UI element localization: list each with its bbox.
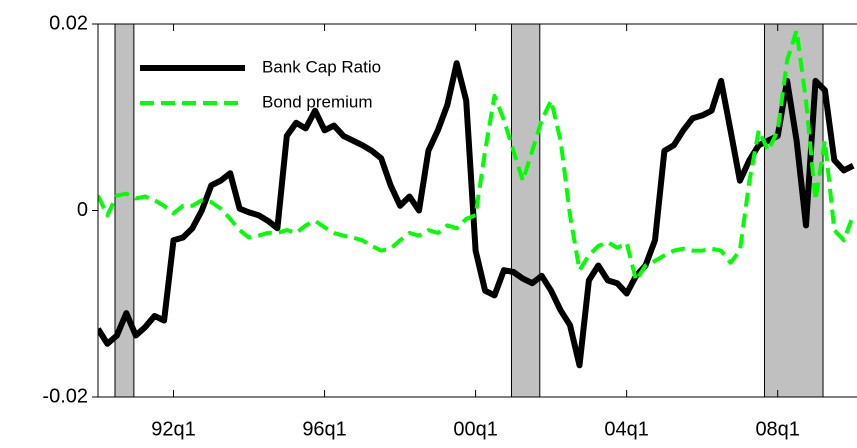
x-tick-label: 96q1 xyxy=(302,418,347,440)
y-tick-label: 0 xyxy=(77,199,88,221)
x-tick-label: 00q1 xyxy=(453,418,498,440)
series-line xyxy=(98,60,855,369)
legend-label: Bank Cap Ratio xyxy=(262,57,381,76)
y-tick-label: 0.02 xyxy=(49,12,88,34)
shaded-period xyxy=(114,24,135,397)
legend-label: Bond premium xyxy=(262,92,373,111)
x-tick-label: 08q1 xyxy=(755,418,800,440)
axes: -0.02 0 0.02 92q1 96q1 00q1 04q1 08q1 Bank Cap R… xyxy=(42,12,857,440)
shaded-period xyxy=(510,24,541,397)
x-tick-label: 04q1 xyxy=(604,418,649,440)
y-tick-label: -0.02 xyxy=(42,385,88,407)
x-tick-label: 92q1 xyxy=(151,418,196,440)
plot-area xyxy=(98,24,856,397)
